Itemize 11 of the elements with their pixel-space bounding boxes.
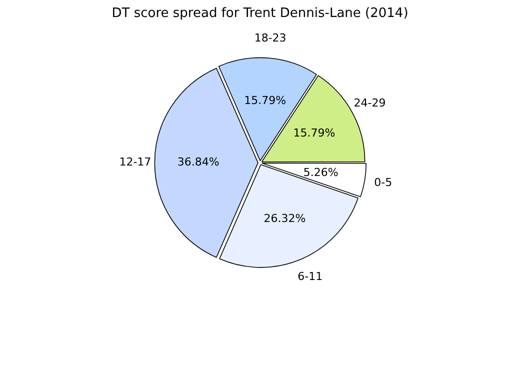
chart-title: DT score spread for Trent Dennis-Lane (2014) xyxy=(112,6,408,22)
data-label: 36.84% xyxy=(177,156,220,169)
slice-label: 24-29 xyxy=(354,96,386,110)
slice-label: 12-17 xyxy=(119,156,152,169)
slice-label: 6-11 xyxy=(298,270,323,283)
slice-label: 18-23 xyxy=(254,31,286,44)
data-label: 15.79% xyxy=(244,94,286,108)
data-label: 26.32% xyxy=(264,212,306,226)
data-label: 15.79% xyxy=(293,126,336,140)
data-label: 5.26% xyxy=(303,166,338,179)
slice-label: 0-5 xyxy=(374,176,392,190)
